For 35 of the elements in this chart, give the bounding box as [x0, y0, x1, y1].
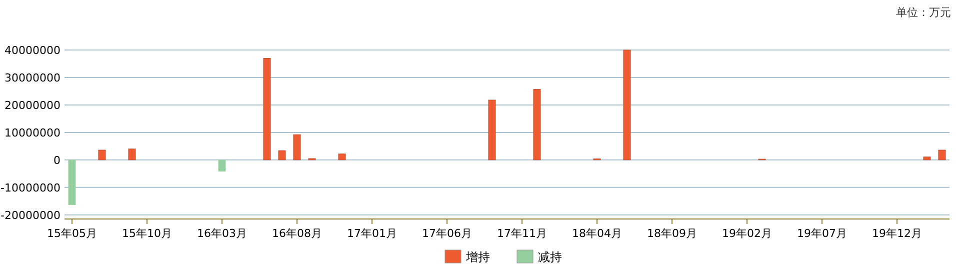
- legend-label: 增持: [465, 250, 490, 264]
- x-tick-label: 15年10月: [122, 227, 172, 240]
- y-tick-label: 40000000: [4, 44, 60, 57]
- bar: [338, 154, 346, 160]
- bar: [218, 160, 226, 172]
- x-tick-label: 16年08月: [272, 227, 322, 240]
- legend-label: 减持: [538, 250, 562, 264]
- y-tick-label: -20000000: [0, 208, 60, 222]
- bar: [128, 148, 136, 160]
- text: 单位：万元: [896, 6, 951, 19]
- bar: [938, 150, 946, 160]
- x-tick-label: 19年07月: [797, 227, 847, 240]
- y-tick-label: 0: [54, 154, 60, 167]
- bar: [293, 134, 301, 160]
- bar: [533, 89, 541, 160]
- bar: [923, 156, 931, 160]
- bar: [263, 58, 271, 160]
- x-tick-label: 18年09月: [647, 227, 697, 240]
- bar: [623, 50, 631, 160]
- y-tick-label: -10000000: [0, 181, 60, 194]
- x-tick-label: 17年01月: [347, 227, 397, 240]
- x-tick-label: 15年05月: [47, 227, 97, 240]
- y-tick-label: 10000000: [4, 126, 60, 140]
- bar: [98, 150, 106, 160]
- x-tick-label: 19年12月: [872, 227, 922, 240]
- bar: [68, 160, 76, 205]
- x-tick-label: 17年11月: [497, 227, 547, 240]
- bar: [278, 150, 286, 160]
- x-tick-label: 19年02月: [722, 227, 772, 240]
- y-tick-label: 30000000: [4, 71, 60, 84]
- x-tick-label: 17年06月: [422, 227, 472, 240]
- x-tick-label: 18年04月: [572, 227, 622, 240]
- x-tick-label: 16年03月: [197, 227, 247, 240]
- y-tick-label: 20000000: [4, 98, 60, 112]
- bar: [488, 100, 496, 160]
